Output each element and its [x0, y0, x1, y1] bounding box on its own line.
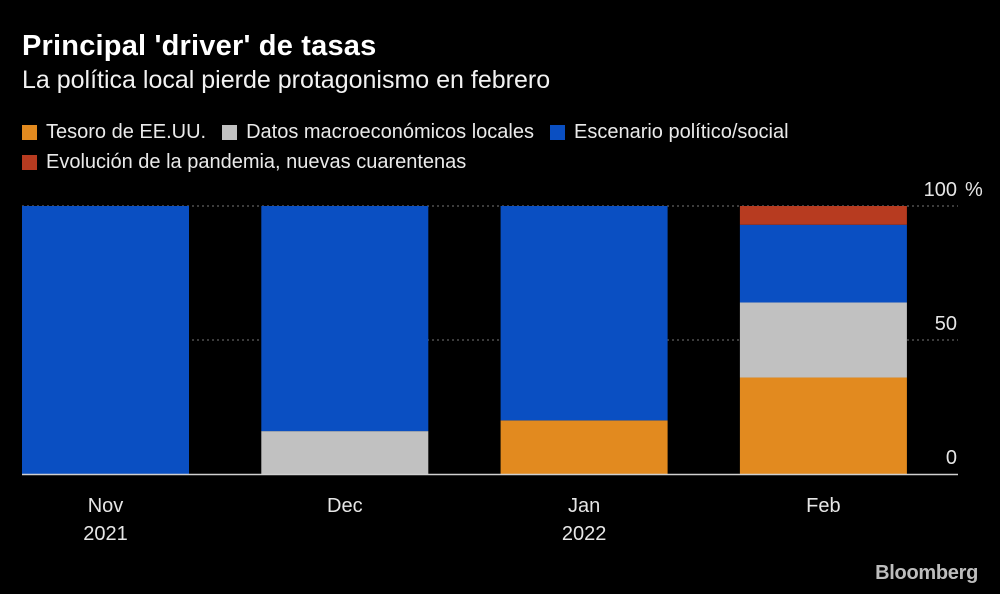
bar-jan-series-2 — [500, 206, 668, 421]
bar-dec-series-2 — [261, 206, 429, 432]
x-tick-sublabel-jan: 2022 — [562, 523, 607, 545]
legend: Tesoro de EE.UU. Datos macroeconómicos l… — [22, 118, 982, 178]
legend-item-pandemia: Evolución de la pandemia, nuevas cuarent… — [22, 151, 466, 174]
chart-title: Principal 'driver' de tasas — [22, 30, 377, 62]
legend-label-pandemia: Evolución de la pandemia, nuevas cuarent… — [46, 150, 467, 173]
legend-swatch-escenario — [549, 124, 565, 140]
bloomberg-logo: Bloomberg — [875, 562, 978, 584]
bar-dec-series-1 — [261, 431, 429, 474]
chart-subtitle: La política local pierde protagonismo en… — [22, 66, 551, 94]
legend-item-datos: Datos macroeconómicos locales — [222, 121, 534, 144]
bar-feb-series-0 — [739, 377, 907, 474]
legend-item-escenario: Escenario político/social — [549, 120, 789, 144]
legend-item-tesoro: Tesoro de EE.UU. — [22, 121, 206, 144]
x-tick-label-nov: Nov — [88, 495, 124, 517]
legend-label-escenario: Escenario político/social — [573, 120, 789, 143]
bar-feb-series-2 — [739, 224, 907, 303]
x-tick-label-feb: Feb — [806, 495, 840, 517]
legend-row: Evolución de la pandemia, nuevas cuarent… — [22, 148, 982, 176]
legend-row: Tesoro de EE.UU. Datos macroeconómicos l… — [22, 118, 982, 146]
legend-label-tesoro: Tesoro de EE.UU. — [46, 120, 207, 143]
bar-jan-series-0 — [500, 420, 668, 474]
bar-feb-series-3 — [739, 206, 907, 225]
y-unit-label: % — [965, 179, 983, 201]
x-tick-label-jan: Jan — [568, 495, 600, 517]
legend-swatch-pandemia — [22, 154, 37, 170]
y-tick-label-50: 50 — [935, 313, 957, 335]
y-tick-label-100: 100 — [924, 179, 957, 201]
y-tick-label-0: 0 — [946, 447, 957, 469]
x-tick-label-dec: Dec — [327, 495, 363, 517]
legend-label-datos: Datos macroeconómicos locales — [246, 120, 534, 143]
bar-nov-series-2 — [22, 206, 189, 474]
legend-swatch-tesoro — [22, 124, 37, 140]
bar-feb-series-1 — [739, 302, 907, 378]
legend-swatch-datos — [222, 124, 238, 140]
x-tick-sublabel-nov: 2021 — [83, 523, 128, 545]
